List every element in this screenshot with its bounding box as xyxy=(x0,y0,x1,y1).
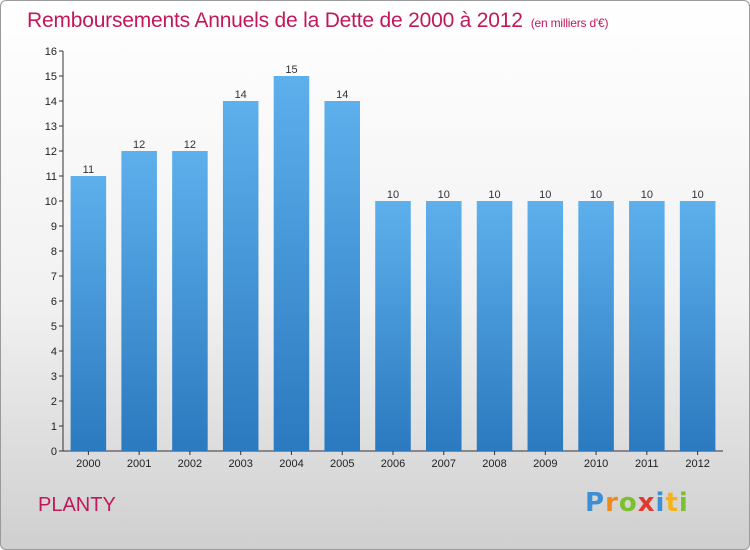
bar xyxy=(426,201,462,451)
x-tick-label: 2010 xyxy=(584,458,608,470)
bar xyxy=(527,201,564,451)
y-tick-label: 7 xyxy=(51,271,57,283)
chart-bars xyxy=(70,76,716,451)
data-label: 11 xyxy=(83,164,94,176)
y-tick-label: 14 xyxy=(45,96,57,108)
x-tick-label: 2007 xyxy=(432,458,456,470)
x-tick-label: 2001 xyxy=(127,458,151,470)
y-tick-label: 3 xyxy=(51,371,57,383)
data-label: 10 xyxy=(641,189,653,201)
y-tick-label: 1 xyxy=(51,421,57,433)
x-tick-label: 2006 xyxy=(381,458,405,470)
bar xyxy=(629,201,665,451)
bar xyxy=(476,201,513,451)
bar xyxy=(578,201,614,451)
y-tick-label: 9 xyxy=(51,221,57,233)
x-tick-label: 2009 xyxy=(533,458,557,470)
data-label: 12 xyxy=(133,139,145,151)
x-tick-label: 2005 xyxy=(330,458,354,470)
x-tick-label: 2003 xyxy=(228,458,252,470)
bar xyxy=(121,151,157,451)
data-label: 10 xyxy=(438,189,450,201)
logo-letter: t xyxy=(665,488,679,518)
y-tick-label: 13 xyxy=(45,121,57,133)
bar xyxy=(679,201,716,451)
x-tick-label: 2008 xyxy=(482,458,506,470)
data-label: 14 xyxy=(336,89,348,101)
proxiti-logo: Proxiti xyxy=(585,488,689,518)
y-tick-label: 0 xyxy=(51,446,57,458)
y-tick-label: 8 xyxy=(51,246,57,258)
data-label: 10 xyxy=(590,189,602,201)
y-tick-label: 16 xyxy=(45,46,57,58)
data-label: 10 xyxy=(539,189,551,201)
data-label: 15 xyxy=(285,64,297,76)
data-label: 10 xyxy=(387,189,399,201)
data-label: 14 xyxy=(235,89,247,101)
y-tick-label: 15 xyxy=(45,71,57,83)
data-label: 10 xyxy=(488,189,500,201)
bar xyxy=(222,101,259,451)
chart-labels: 11 2000 12 2001 12 2002 14 2003 15 2004 14 2005 10 20… xyxy=(76,64,710,470)
logo-letter: P xyxy=(585,488,606,518)
x-tick-label: 2000 xyxy=(76,458,100,470)
logo-letter: r xyxy=(605,488,619,518)
chart-subtitle: (en milliers d'€) xyxy=(530,16,609,30)
x-tick-label: 2004 xyxy=(279,458,303,470)
y-tick-label: 10 xyxy=(45,196,57,208)
logo-letter: i xyxy=(678,488,689,518)
y-tick-label: 12 xyxy=(45,146,57,158)
y-tick-label: 6 xyxy=(51,296,57,308)
y-tick-label: 2 xyxy=(51,396,57,408)
y-tick-label: 11 xyxy=(46,171,57,183)
bar xyxy=(375,201,411,451)
chart-title-text: Remboursements Annuels de la Dette de 20… xyxy=(27,9,523,32)
bar xyxy=(273,76,310,451)
bar xyxy=(70,176,107,451)
x-tick-label: 2002 xyxy=(178,458,202,470)
logo-letter: i xyxy=(655,488,666,518)
city-name: PLANTY xyxy=(38,494,116,516)
logo-letter: x xyxy=(637,488,656,518)
y-tick-label: 4 xyxy=(51,346,57,358)
data-label: 12 xyxy=(184,139,196,151)
bar xyxy=(324,101,360,451)
bar xyxy=(172,151,208,451)
chart-title: Remboursements Annuels de la Dette de 20… xyxy=(27,9,608,33)
y-tick-label: 5 xyxy=(51,321,57,333)
data-label: 10 xyxy=(691,189,703,201)
logo-letter: o xyxy=(618,488,638,518)
x-tick-label: 2011 xyxy=(635,458,659,470)
x-tick-label: 2012 xyxy=(685,458,709,470)
